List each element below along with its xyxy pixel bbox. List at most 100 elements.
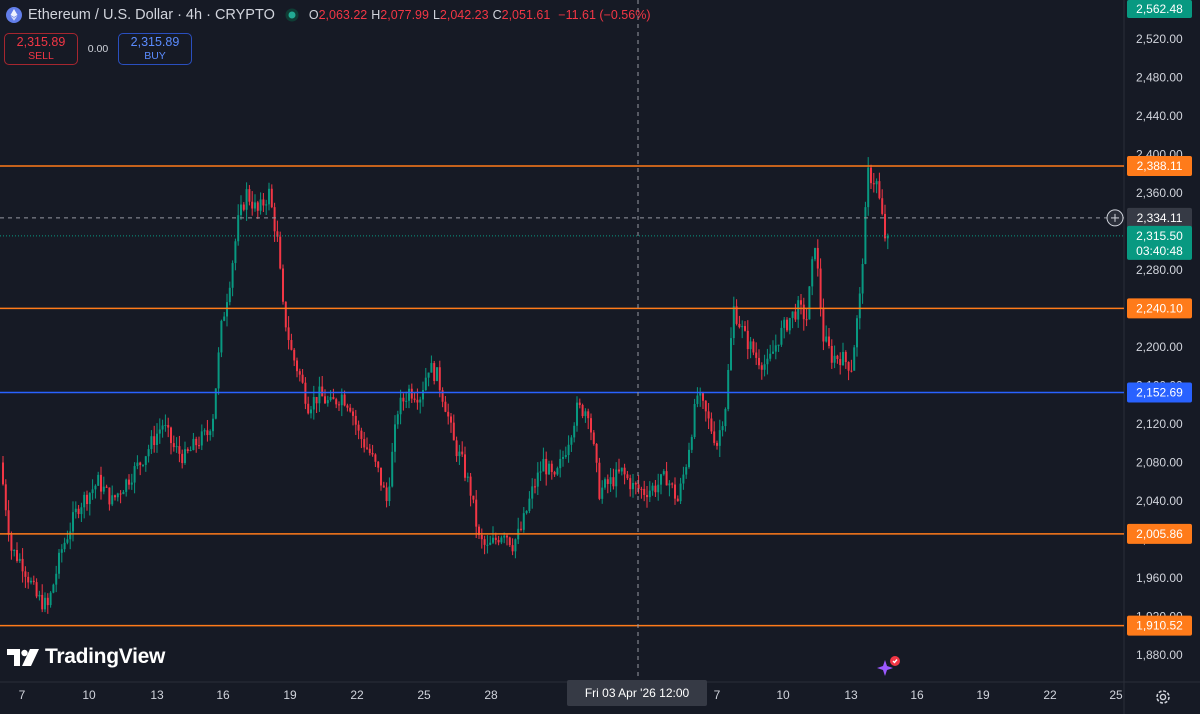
candle-body (60, 549, 63, 553)
candle-body (265, 204, 268, 206)
candle-body (780, 327, 783, 345)
market-open-icon[interactable] (285, 8, 299, 22)
candle-body (811, 259, 814, 287)
candle-body (730, 338, 732, 370)
candle-body (335, 399, 338, 405)
sell-button[interactable]: 2,315.89 SELL (4, 33, 78, 65)
last-price-badge (1127, 225, 1192, 260)
candle-body (399, 397, 402, 415)
candle-body (220, 320, 223, 353)
candle-body (489, 542, 492, 545)
candle-body (209, 431, 212, 436)
candle-body (758, 357, 760, 366)
candle-body (497, 540, 500, 543)
y-tick-label: 2,120.00 (1136, 417, 1183, 431)
candle-body (646, 494, 648, 498)
candle-body (63, 542, 66, 550)
candle-body (612, 477, 615, 487)
candle-body (7, 510, 10, 535)
candle-body (461, 451, 464, 455)
candle-body (240, 204, 242, 216)
candle-body (604, 479, 606, 488)
candle-body (430, 363, 433, 373)
candle-body (352, 411, 354, 416)
candle-body (340, 394, 343, 406)
candle-body (349, 407, 352, 412)
level-badge-label: 2,240.10 (1136, 301, 1183, 315)
candle-body (643, 489, 646, 495)
candle-body (189, 449, 192, 452)
y-tick-label: 2,200.00 (1136, 340, 1183, 354)
candle-body (46, 597, 49, 606)
candle-body (97, 474, 100, 486)
candle-body (570, 437, 573, 445)
candle-body (531, 486, 534, 499)
candle-body (842, 351, 844, 366)
candle-body (606, 479, 609, 484)
candle-body (371, 452, 374, 455)
candle-body (553, 471, 556, 475)
buy-button[interactable]: 2,315.89 BUY (118, 33, 192, 65)
candle-body (878, 181, 881, 199)
candle-body (259, 199, 262, 211)
candle-body (688, 449, 690, 468)
candle-body (410, 388, 413, 399)
spread-value: 0.00 (87, 43, 109, 55)
ai-assistant-icon[interactable] (876, 654, 902, 680)
level-badge (1127, 382, 1192, 403)
candle-body (825, 336, 828, 342)
ethereum-icon (6, 7, 22, 23)
close-value: 2,051.61 (501, 8, 551, 22)
candle-body (125, 479, 128, 492)
candle-body (13, 550, 16, 552)
candle-body (139, 462, 142, 465)
candle-body (833, 355, 836, 363)
candle-body (500, 537, 503, 543)
last-price-label: 2,315.50 (1136, 229, 1183, 243)
candle-body (200, 431, 203, 446)
y-tick-label: 2,080.00 (1136, 456, 1183, 470)
candle-body (310, 409, 312, 414)
candle-body (472, 495, 475, 500)
candle-body (847, 362, 850, 371)
candle-body (802, 304, 805, 320)
tradingview-logo[interactable]: TradingView (6, 645, 165, 669)
candle-body (338, 404, 340, 406)
candle-body (696, 395, 699, 404)
candle-body (629, 478, 632, 490)
candle-body (298, 371, 301, 375)
candle-body (10, 534, 13, 551)
candle-body (108, 487, 111, 505)
y-tick-label: 2,520.00 (1136, 32, 1183, 46)
candles (2, 157, 889, 614)
y-tick-label: 1,880.00 (1136, 648, 1183, 662)
candle-body (198, 445, 200, 447)
candle-body (380, 467, 382, 486)
candle-body (184, 449, 186, 464)
candle-body (727, 369, 730, 410)
candle-body (195, 438, 198, 446)
candle-body (307, 403, 310, 414)
candle-body (511, 545, 514, 552)
x-tick-label: 16 (216, 688, 230, 702)
candle-body (144, 456, 147, 465)
x-tick-label: 22 (1043, 688, 1057, 702)
candle-body (545, 458, 548, 475)
candle-body (164, 425, 167, 427)
candle-body (41, 594, 44, 610)
candle-body (534, 486, 536, 488)
y-tick-label: 2,280.00 (1136, 263, 1183, 277)
candle-body (763, 364, 766, 370)
candle-body (760, 365, 763, 370)
candle-body (441, 390, 444, 402)
candle-body (626, 474, 629, 479)
candle-body (377, 461, 380, 468)
settings-gear-icon[interactable] (1153, 687, 1173, 707)
y-tick-label: 2,360.00 (1136, 186, 1183, 200)
symbol-title[interactable]: Ethereum / U.S. Dollar · 4h · CRYPTO (28, 7, 275, 23)
candle-body (598, 462, 601, 499)
candle-body (296, 360, 298, 372)
candle-body (844, 351, 847, 363)
candle-body (279, 236, 282, 269)
